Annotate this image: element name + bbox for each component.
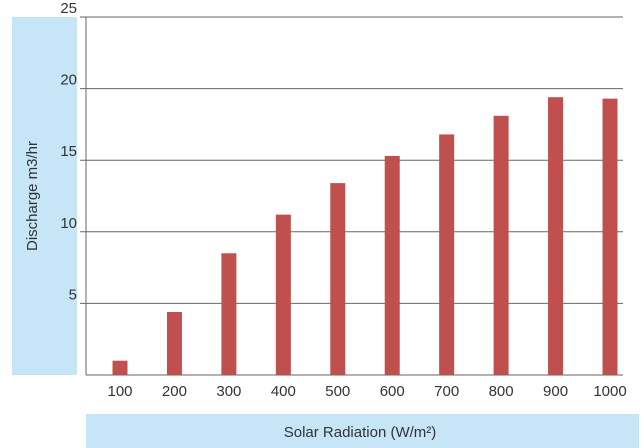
x-tick-label: 900 (543, 383, 568, 400)
x-tick-label: 800 (489, 383, 514, 400)
x-axis-title: Solar Radiation (W/m²) (284, 424, 437, 441)
bar (384, 155, 400, 375)
y-tick-label: 10 (60, 215, 77, 232)
x-tick-label: 500 (325, 383, 350, 400)
x-tick-label: 300 (216, 383, 241, 400)
bar (548, 97, 564, 375)
bar (275, 214, 291, 375)
x-tick-label: 400 (271, 383, 296, 400)
x-axis-title-box (86, 414, 639, 448)
y-axis-title: Discharge m3/hr (24, 141, 41, 251)
y-tick-label: 20 (60, 72, 77, 89)
x-tick-label: 600 (380, 383, 405, 400)
gridlines (80, 16, 623, 376)
x-tick-label: 100 (107, 383, 132, 400)
bars (112, 97, 618, 376)
x-tick-label: 1000 (593, 383, 626, 400)
y-tick-label: 5 (69, 286, 77, 303)
y-axis-title-box (12, 17, 77, 375)
bar (602, 98, 618, 376)
y-tick-label: 15 (60, 143, 77, 160)
bar (439, 134, 455, 375)
bar (493, 115, 509, 376)
bar (221, 253, 237, 375)
bar (112, 360, 128, 375)
bar (166, 311, 182, 375)
x-tick-label: 700 (434, 383, 459, 400)
bar (330, 183, 346, 375)
x-tick-label: 200 (162, 383, 187, 400)
y-axis-ticks: 5 10 15 20 25 (60, 0, 77, 303)
x-axis-ticks: 100 200 300 400 500 600 700 800 900 1000 (107, 383, 626, 400)
y-tick-label: 25 (60, 0, 77, 17)
